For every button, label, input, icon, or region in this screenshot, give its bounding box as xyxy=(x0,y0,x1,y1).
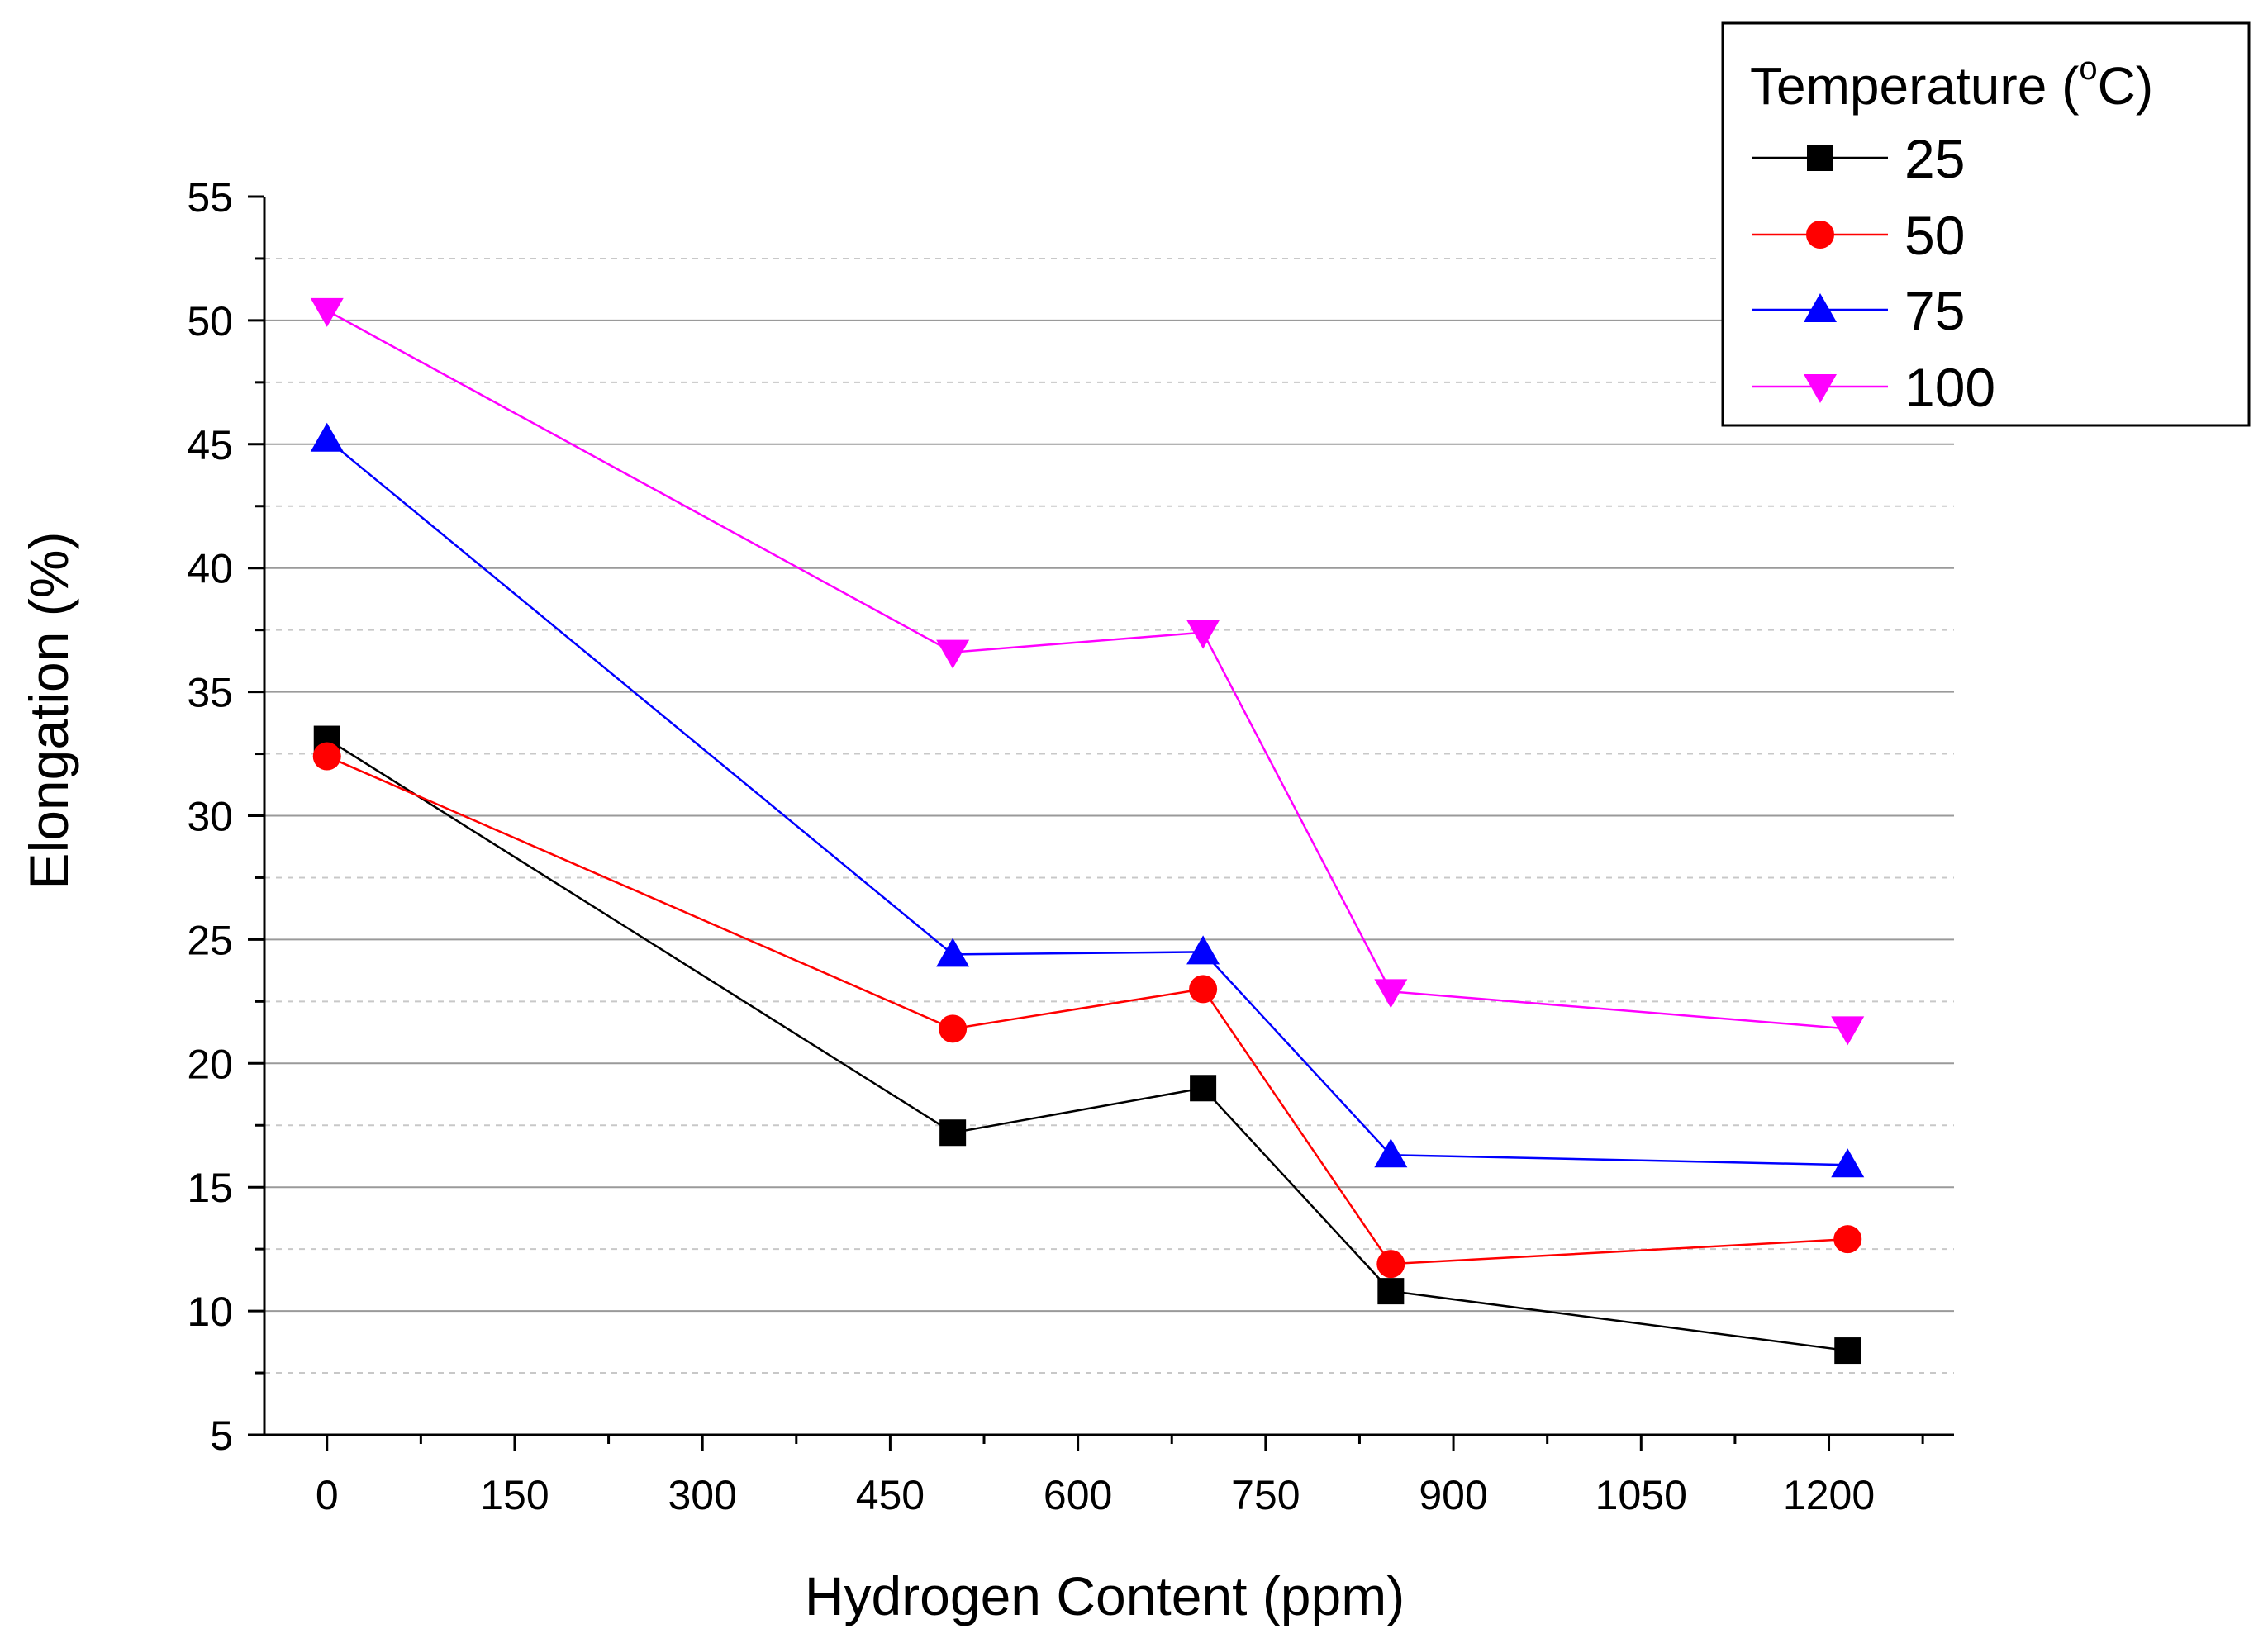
tick-labels: 5 10 15 20 25 30 35 40 45 50 55 0 150 300 450 600 750 900… xyxy=(187,174,1875,1518)
legend-label-25: 25 xyxy=(1904,128,1965,189)
series-100 xyxy=(310,297,1865,1046)
data-point-25 xyxy=(1377,1278,1405,1305)
legend-label-100: 100 xyxy=(1904,357,1995,418)
series-line-100 xyxy=(326,309,1848,1030)
data-point-100 xyxy=(1374,979,1408,1009)
legend-title: Temperature (oC) xyxy=(1750,50,2153,116)
y-tick-label: 20 xyxy=(187,1041,233,1087)
x-axis-label: Hydrogen Content (ppm) xyxy=(805,1565,1405,1626)
legend-entry-25: 25 xyxy=(1752,128,1965,189)
x-tick-label: 0 xyxy=(316,1472,339,1518)
y-tick-label: 15 xyxy=(187,1165,233,1211)
y-tick-label: 10 xyxy=(187,1289,233,1335)
data-point-100 xyxy=(310,297,344,327)
x-tick-label: 600 xyxy=(1044,1472,1112,1518)
data-point-50 xyxy=(1833,1225,1862,1254)
series-25 xyxy=(313,725,1861,1365)
y-axis-label: Elongation (%) xyxy=(18,532,79,890)
data-point-25 xyxy=(1834,1337,1861,1365)
legend: Temperature (oC) 25 50 75 100 xyxy=(1721,21,2251,427)
series-line-75 xyxy=(326,438,1848,1166)
legend-entry-100: 100 xyxy=(1752,357,1995,418)
data-point-100 xyxy=(1186,620,1220,649)
grid-lines xyxy=(264,257,1954,1375)
legend-label-50: 50 xyxy=(1904,205,1965,266)
legend-label-75: 75 xyxy=(1904,280,1965,341)
legend-box xyxy=(1721,21,2251,427)
y-tick-label: 55 xyxy=(187,174,233,221)
data-point-75 xyxy=(1374,1138,1408,1168)
x-tick-label: 750 xyxy=(1231,1472,1300,1518)
y-tick-label: 40 xyxy=(187,546,233,592)
y-tick-label: 30 xyxy=(187,794,233,840)
data-point-100 xyxy=(1831,1016,1865,1046)
legend-marker-75 xyxy=(1804,293,1837,322)
y-tick-label: 50 xyxy=(187,298,233,344)
data-point-50 xyxy=(312,742,341,771)
series-50 xyxy=(312,742,1862,1279)
legend-title-suffix: C) xyxy=(2098,56,2154,116)
series-75 xyxy=(310,422,1865,1178)
data-point-75 xyxy=(1831,1148,1865,1178)
data-point-75 xyxy=(310,422,344,452)
data-series xyxy=(310,297,1865,1365)
legend-marker-50 xyxy=(1806,221,1834,249)
legend-title-degree: o xyxy=(2079,50,2097,87)
data-point-50 xyxy=(1376,1250,1405,1279)
x-tick-label: 450 xyxy=(856,1472,925,1518)
data-point-50 xyxy=(939,1014,968,1043)
data-point-50 xyxy=(1189,975,1218,1004)
data-point-75 xyxy=(936,938,970,967)
data-point-25 xyxy=(1190,1075,1217,1102)
legend-entry-50: 50 xyxy=(1752,205,1965,266)
legend-entries: 25 50 75 100 xyxy=(1752,128,1995,418)
legend-marker-100 xyxy=(1804,374,1837,403)
x-tick-label: 1200 xyxy=(1783,1472,1875,1518)
y-tick-label: 35 xyxy=(187,670,233,716)
data-point-25 xyxy=(939,1119,967,1147)
x-tick-label: 300 xyxy=(668,1472,736,1518)
data-point-100 xyxy=(936,639,970,669)
y-tick-label: 45 xyxy=(187,422,233,468)
data-point-75 xyxy=(1186,935,1220,965)
x-tick-label: 1050 xyxy=(1595,1472,1687,1518)
legend-title-prefix: Temperature ( xyxy=(1750,56,2079,116)
axes xyxy=(248,195,1954,1451)
y-tick-label: 5 xyxy=(210,1413,233,1459)
legend-marker-25 xyxy=(1807,145,1833,171)
series-line-25 xyxy=(326,738,1848,1352)
legend-entry-75: 75 xyxy=(1752,280,1965,341)
y-tick-label: 25 xyxy=(187,917,233,963)
x-tick-label: 900 xyxy=(1419,1472,1487,1518)
x-tick-label: 150 xyxy=(480,1472,549,1518)
